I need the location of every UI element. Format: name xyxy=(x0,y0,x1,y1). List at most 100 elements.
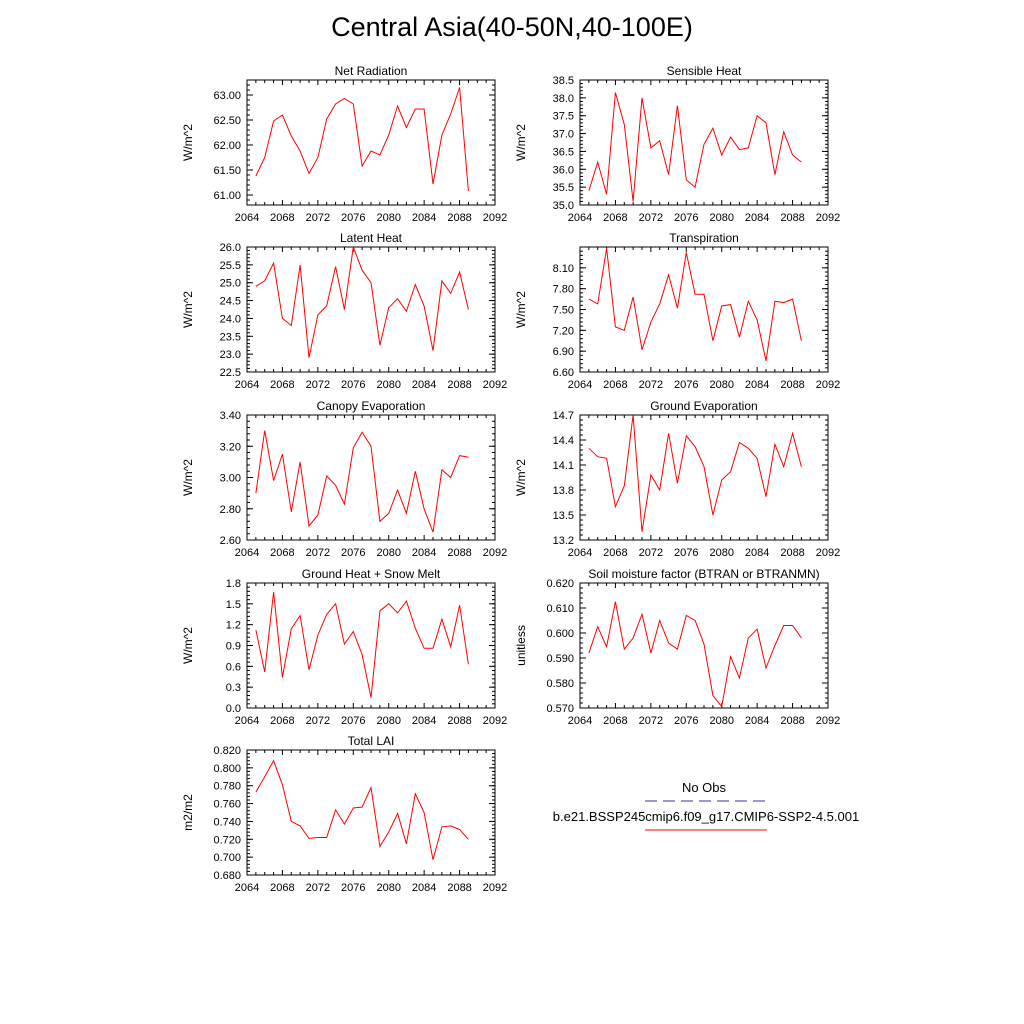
x-tick-label: 2064 xyxy=(568,212,592,224)
series-line xyxy=(255,591,469,698)
x-tick-label: 2068 xyxy=(603,547,627,559)
y-axis-label: W/m^2 xyxy=(181,627,195,664)
x-tick-label: 2068 xyxy=(603,715,627,727)
chart-panel: 2064 2068 2072 2076 2080 2084 2088 2092 0.0 0.3 0.… xyxy=(181,567,507,727)
chart-title: Total LAI xyxy=(348,734,395,748)
plot-frame xyxy=(579,414,829,541)
y-tick-label: 14.7 xyxy=(553,410,574,422)
y-tick-label: 14.4 xyxy=(553,435,574,447)
y-tick-label: 0.9 xyxy=(226,641,241,653)
y-tick-label: 38.0 xyxy=(553,93,574,105)
y-tick-label: 1.2 xyxy=(226,620,241,632)
x-tick-label: 2084 xyxy=(412,547,436,559)
chart-title: Net Radiation xyxy=(335,64,408,78)
x-tick-label: 2084 xyxy=(412,212,436,224)
x-tick-label: 2092 xyxy=(483,715,507,727)
x-tick-label: 2088 xyxy=(447,715,471,727)
x-tick-label: 2092 xyxy=(483,547,507,559)
x-tick-label: 2072 xyxy=(306,379,330,391)
y-tick-label: 13.8 xyxy=(553,485,574,497)
chart-title: Sensible Heat xyxy=(667,64,742,78)
chart-panel: 2064 2068 2072 2076 2080 2084 2088 2092 6.60 6.90… xyxy=(514,231,840,391)
y-tick-label: 1.8 xyxy=(226,578,241,590)
x-tick-label: 2084 xyxy=(745,212,769,224)
x-tick-label: 2064 xyxy=(568,715,592,727)
plot-frame xyxy=(579,246,829,373)
x-tick-label: 2068 xyxy=(603,379,627,391)
x-tick-label: 2080 xyxy=(376,547,400,559)
y-tick-label: 24.5 xyxy=(220,296,241,308)
y-tick-label: 23.0 xyxy=(220,349,241,361)
y-tick-label: 0.780 xyxy=(213,781,241,793)
legend-obs-swatch xyxy=(645,800,767,802)
chart-panel: 2064 2068 2072 2076 2080 2084 2088 2092 61.00 61.… xyxy=(181,64,507,224)
y-tick-label: 35.0 xyxy=(553,200,574,212)
plot-frame xyxy=(246,582,496,709)
y-axis-label: W/m^2 xyxy=(514,459,528,496)
x-tick-label: 2088 xyxy=(780,379,804,391)
x-tick-label: 2064 xyxy=(568,379,592,391)
y-tick-label: 0.760 xyxy=(213,799,241,811)
y-tick-label: 14.1 xyxy=(553,460,574,472)
y-tick-label: 24.0 xyxy=(220,313,241,325)
x-tick-label: 2064 xyxy=(235,882,259,894)
chart-title: Canopy Evaporation xyxy=(317,399,426,413)
y-tick-label: 23.5 xyxy=(220,331,241,343)
x-tick-label: 2072 xyxy=(306,212,330,224)
y-axis-label: W/m^2 xyxy=(514,291,528,328)
y-tick-label: 6.60 xyxy=(553,367,574,379)
x-tick-label: 2080 xyxy=(376,715,400,727)
x-tick-label: 2068 xyxy=(270,212,294,224)
chart-title: Transpiration xyxy=(669,231,739,245)
y-tick-label: 0.700 xyxy=(213,852,241,864)
y-tick-label: 0.610 xyxy=(546,603,574,615)
x-tick-label: 2068 xyxy=(270,715,294,727)
x-tick-label: 2072 xyxy=(306,715,330,727)
y-tick-label: 7.50 xyxy=(553,305,574,317)
y-tick-label: 7.20 xyxy=(553,325,574,337)
chart-title: Latent Heat xyxy=(340,231,403,245)
y-tick-label: 1.5 xyxy=(226,599,241,611)
chart-title: Ground Heat + Snow Melt xyxy=(302,567,441,581)
x-tick-label: 2068 xyxy=(270,547,294,559)
x-tick-label: 2068 xyxy=(603,212,627,224)
y-tick-label: 2.80 xyxy=(220,504,241,516)
x-tick-label: 2064 xyxy=(235,547,259,559)
y-tick-label: 0.740 xyxy=(213,816,241,828)
y-tick-label: 0.600 xyxy=(546,628,574,640)
series-line xyxy=(588,92,802,202)
y-tick-label: 36.0 xyxy=(553,164,574,176)
y-tick-label: 6.90 xyxy=(553,346,574,358)
chart-panel: 2064 2068 2072 2076 2080 2084 2088 2092 0.680 0.7… xyxy=(181,734,507,894)
y-tick-label: 26.0 xyxy=(220,242,241,254)
x-tick-label: 2092 xyxy=(816,212,840,224)
x-tick-label: 2076 xyxy=(674,547,698,559)
y-tick-label: 2.60 xyxy=(220,535,241,547)
y-tick-label: 36.5 xyxy=(553,146,574,158)
y-tick-label: 0.3 xyxy=(226,682,241,694)
y-tick-label: 13.2 xyxy=(553,535,574,547)
y-tick-label: 0.590 xyxy=(546,653,574,665)
y-axis-label: m2/m2 xyxy=(181,794,195,831)
x-tick-label: 2084 xyxy=(745,715,769,727)
y-axis-label: W/m^2 xyxy=(181,124,195,161)
x-tick-label: 2072 xyxy=(639,379,663,391)
x-tick-label: 2080 xyxy=(709,379,733,391)
page-title: Central Asia(40-50N,40-100E) xyxy=(331,12,693,42)
series-line xyxy=(588,601,802,708)
series-line xyxy=(255,430,469,533)
x-tick-label: 2092 xyxy=(483,882,507,894)
y-tick-label: 0.0 xyxy=(226,703,241,715)
y-tick-label: 63.00 xyxy=(213,90,241,102)
y-tick-label: 3.40 xyxy=(220,410,241,422)
y-tick-label: 8.10 xyxy=(553,263,574,275)
x-tick-label: 2092 xyxy=(483,212,507,224)
y-tick-label: 3.20 xyxy=(220,441,241,453)
y-tick-label: 7.80 xyxy=(553,284,574,296)
y-tick-label: 25.5 xyxy=(220,260,241,272)
x-tick-label: 2072 xyxy=(306,882,330,894)
y-tick-label: 0.820 xyxy=(213,745,241,757)
legend-obs-label: No Obs xyxy=(681,780,727,795)
x-tick-label: 2076 xyxy=(674,715,698,727)
